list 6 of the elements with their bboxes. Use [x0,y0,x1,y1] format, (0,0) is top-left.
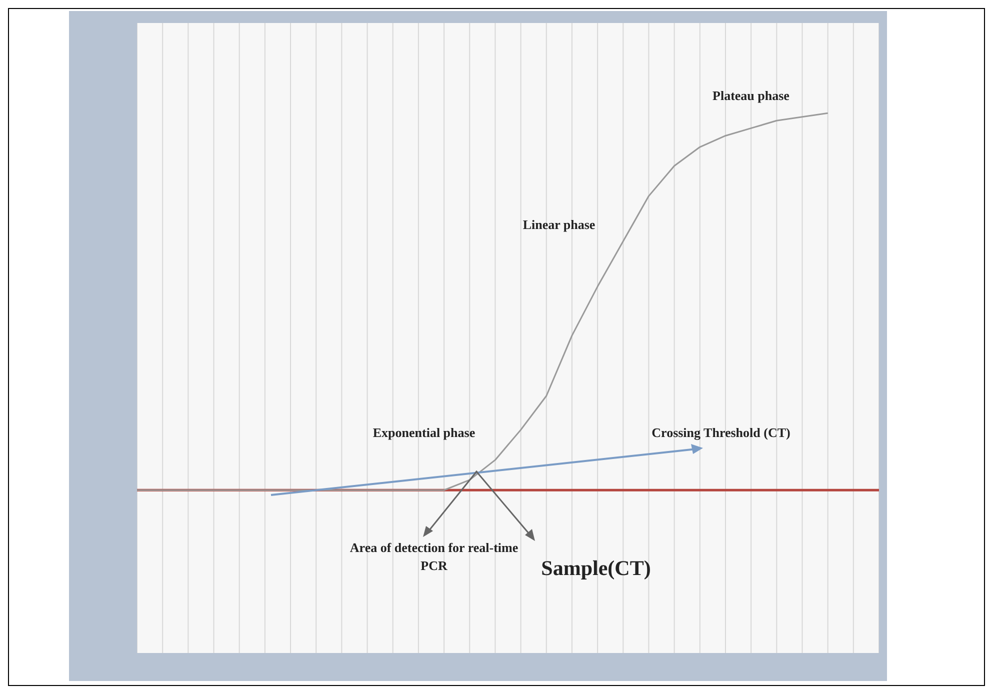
annotation: Crossing Threshold (CT) [650,424,792,442]
text: Plateau phase [712,87,790,105]
annotation: Exponential phase [372,424,476,442]
annotation: Linear phase [522,216,596,234]
text: Area of detection for real-time PCR [349,539,519,576]
text: Sample(CT) [540,555,652,582]
